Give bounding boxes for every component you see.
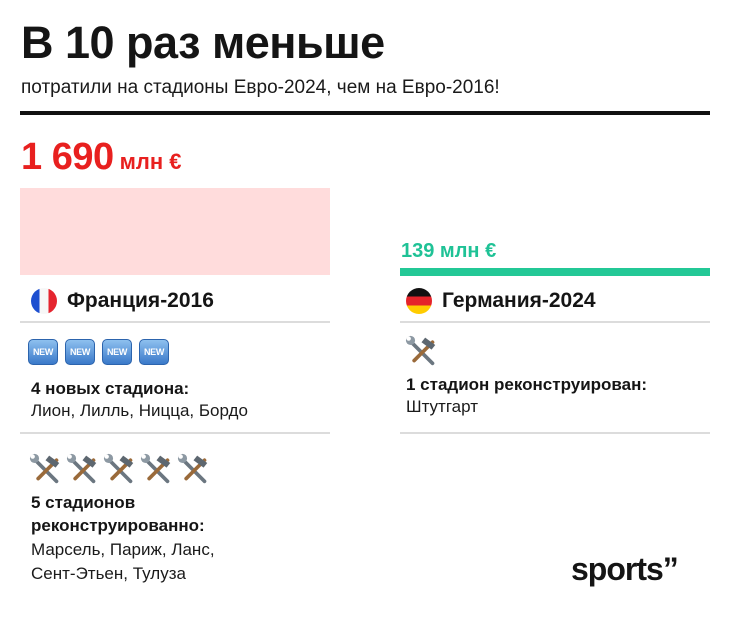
france-spend-bar [20,188,330,275]
hammer-and-wrench-icon [103,452,136,485]
sports-logo: sports” [571,551,679,587]
germany-flag-icon [406,288,432,314]
france-divider-2 [20,432,330,434]
germany-country-label: Германия-2024 [442,289,596,312]
hammer-and-wrench-icon [66,452,99,485]
germany-divider-1 [400,321,710,323]
page-subtitle: потратили на стадионы Евро-2024, чем на … [21,77,500,98]
france-new-stadiums-cities: Лион, Лилль, Ницца, Бордо [31,401,248,420]
germany-country: Германия-2024 [406,288,596,314]
france-reconstructed-cities-line2: Сент-Этьен, Тулуза [31,564,186,583]
page-title: В 10 раз меньше [21,17,385,68]
france-country: Франция-2016 [31,288,214,314]
germany-amount: 139 млн € [401,240,497,262]
france-country-label: Франция-2016 [67,289,214,312]
germany-spend-bar [400,268,710,276]
france-amount-unit: млн € [119,149,182,174]
germany-reconstructed-heading: 1 стадион реконструирован: [406,375,648,394]
new-badge-icon: NEW [102,339,132,365]
france-new-badges: NEW NEW NEW NEW [28,339,176,365]
france-divider-1 [20,321,330,323]
france-reconstructed-heading-line1: 5 стадионов [31,493,136,512]
france-reconstructed-cities-line1: Марсель, Париж, Ланс, [31,540,215,559]
france-amount: 1 690 млн € [21,134,181,180]
hammer-and-wrench-icon [177,452,210,485]
new-badge-icon: NEW [65,339,95,365]
france-flag-icon [31,288,57,314]
france-amount-value: 1 690 [21,136,114,178]
germany-divider-2 [400,432,710,434]
hammer-and-wrench-icon [140,452,173,485]
new-badge-icon: NEW [28,339,58,365]
header-divider [20,111,710,115]
germany-tools-icons [405,334,442,367]
hammer-and-wrench-icon [405,334,438,367]
france-new-stadiums-heading: 4 новых стадиона: [31,379,190,398]
new-badge-icon: NEW [139,339,169,365]
germany-reconstructed-cities: Штутгарт [406,397,478,416]
france-reconstructed-heading-line2: реконструированно: [31,516,205,535]
hammer-and-wrench-icon [29,452,62,485]
france-tools-icons [29,452,214,485]
